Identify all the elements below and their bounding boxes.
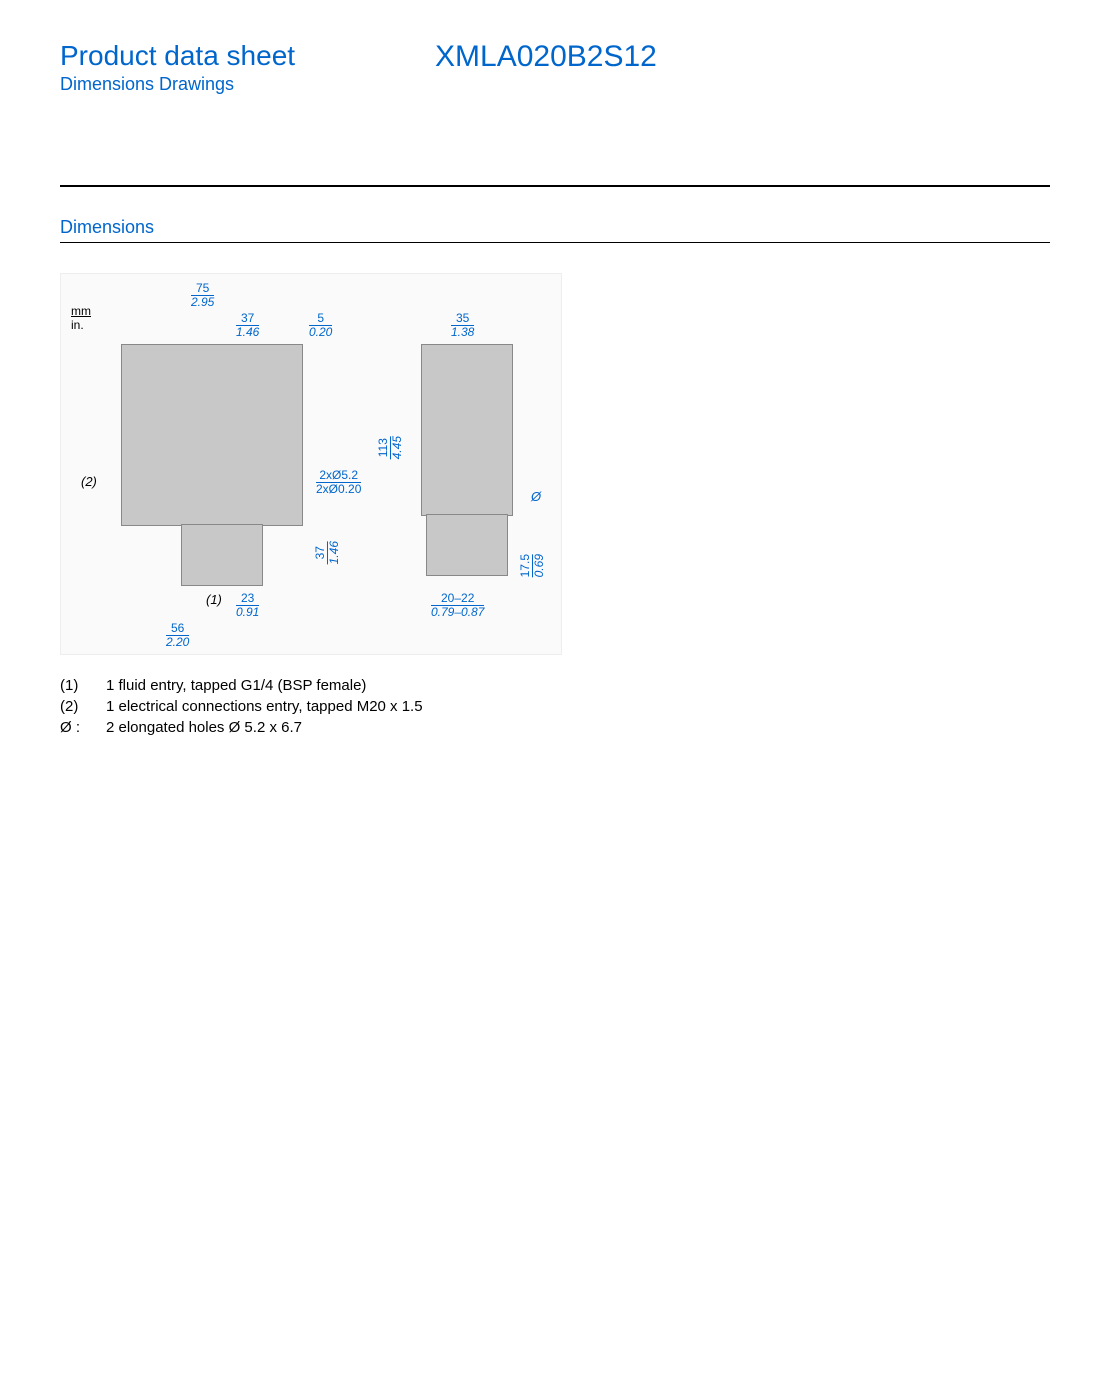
callout-phi: Ø (531, 489, 541, 504)
dim-20-22: 20–22 0.79–0.87 (431, 592, 484, 619)
callout-2: (2) (81, 474, 97, 489)
unit-mm: mm (71, 304, 91, 318)
legend: (1) 1 fluid entry, tapped G1/4 (BSP fema… (60, 675, 1050, 738)
dim-holes: 2xØ5.2 2xØ0.20 (316, 469, 361, 496)
dim-35: 35 1.38 (451, 312, 474, 339)
dim-5: 5 0.20 (309, 312, 332, 339)
divider-thick (60, 185, 1050, 187)
device-base-front (181, 524, 263, 586)
dim-113: 113 4.45 (377, 436, 404, 459)
page-subtitle: Dimensions Drawings (60, 74, 295, 95)
legend-text-2: 1 electrical connections entry, tapped M… (106, 696, 423, 717)
page-title: Product data sheet (60, 40, 295, 72)
device-base-side (426, 514, 508, 576)
divider-thin (60, 242, 1050, 243)
legend-row-2: (2) 1 electrical connections entry, tapp… (60, 696, 1050, 717)
legend-row-3: Ø : 2 elongated holes Ø 5.2 x 6.7 (60, 717, 1050, 738)
dimensions-diagram: mm in. 75 2.95 37 1.46 5 0.20 35 1.38 11… (60, 273, 562, 655)
unit-in: in. (71, 318, 84, 332)
legend-row-1: (1) 1 fluid entry, tapped G1/4 (BSP fema… (60, 675, 1050, 696)
device-side-view (421, 344, 513, 516)
legend-text-1: 1 fluid entry, tapped G1/4 (BSP female) (106, 675, 366, 696)
header: Product data sheet Dimensions Drawings X… (60, 40, 1050, 95)
legend-key-2: (2) (60, 696, 88, 717)
device-front-view (121, 344, 303, 526)
unit-legend: mm in. (71, 304, 91, 332)
legend-text-3: 2 elongated holes Ø 5.2 x 6.7 (106, 717, 302, 738)
dim-56: 56 2.20 (166, 622, 189, 649)
dim-37b: 37 1.46 (314, 541, 341, 564)
dim-17: 17.5 0.69 (519, 554, 546, 577)
product-code: XMLA020B2S12 (435, 40, 657, 74)
dim-37: 37 1.46 (236, 312, 259, 339)
dim-75: 75 2.95 (191, 282, 214, 309)
legend-key-3: Ø : (60, 717, 88, 738)
legend-key-1: (1) (60, 675, 88, 696)
section-title: Dimensions (60, 217, 1050, 238)
callout-1: (1) (206, 592, 222, 607)
dim-23: 23 0.91 (236, 592, 259, 619)
header-left: Product data sheet Dimensions Drawings (60, 40, 295, 95)
